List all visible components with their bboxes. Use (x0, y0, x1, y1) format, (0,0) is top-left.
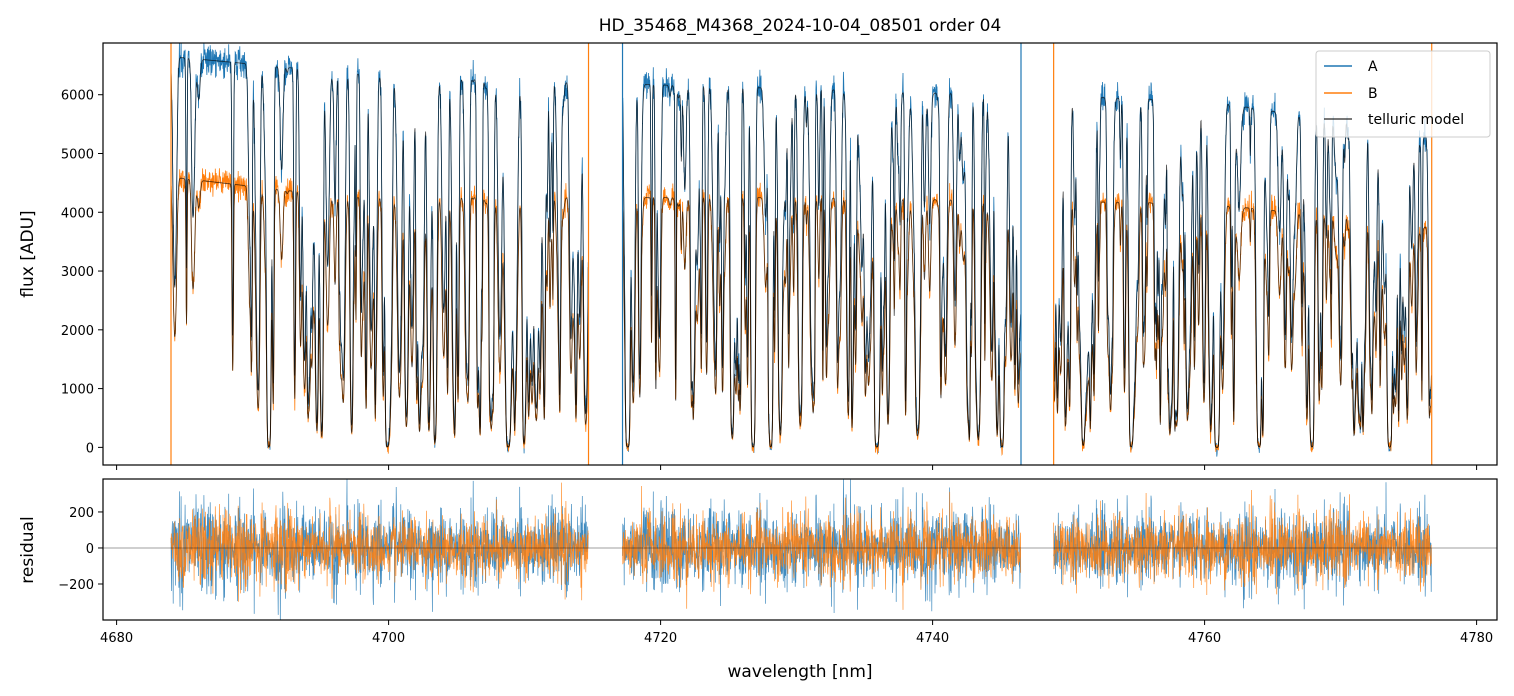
legend-label-telluric: telluric model (1368, 112, 1464, 128)
telluric-model-a-line (622, 84, 1022, 448)
chart-title: HD_35468_M4368_2024-10-04_08501 order 04 (599, 16, 1002, 36)
telluric-model-b-line (170, 177, 589, 448)
legend-label-b: B (1368, 86, 1378, 102)
legend-box (1315, 50, 1491, 138)
telluric-model-b-line (1053, 201, 1432, 448)
legend: A B telluric model (1315, 50, 1491, 138)
residual-b-line (170, 482, 589, 602)
flux-y-tick-label: 2000 (61, 324, 94, 339)
flux-y-tick-label: 1000 (61, 383, 94, 398)
x-tick-label: 4780 (1460, 631, 1493, 646)
x-tick-label: 4700 (372, 631, 405, 646)
telluric-model-a-line (170, 56, 589, 448)
residual-panel (103, 479, 1497, 620)
residual-y-tick-label: −200 (58, 578, 94, 593)
telluric-model-b-line (622, 197, 1022, 448)
x-tick-label: 4760 (1188, 631, 1221, 646)
residual-b-line (1053, 489, 1432, 596)
x-axis-label: wavelength [nm] (727, 662, 872, 682)
residual-y-tick-label: 0 (86, 542, 94, 557)
flux-y-tick-label: 0 (86, 441, 94, 456)
flux-panel (170, 43, 1433, 465)
axes: 4680 4700 4720 4740 4760 47800100020003000400… (58, 42, 1498, 646)
residual-b-line (622, 485, 1022, 610)
top-y-axis-label: flux [ADU] (18, 210, 38, 297)
telluric-model-a-line (1053, 97, 1432, 448)
flux-y-tick-label: 5000 (61, 147, 94, 162)
residual-y-tick-label: 200 (69, 506, 94, 521)
residual-panel-frame (102, 478, 1498, 621)
flux-y-tick-label: 4000 (61, 206, 94, 221)
flux-panel-frame (102, 42, 1498, 466)
legend-label-a: A (1368, 59, 1378, 75)
flux-y-tick-label: 3000 (61, 265, 94, 280)
x-tick-label: 4740 (916, 631, 949, 646)
flux-y-tick-label: 6000 (61, 89, 94, 104)
bottom-y-axis-label: residual (18, 516, 38, 583)
x-tick-label: 4720 (644, 631, 677, 646)
x-tick-label: 4680 (100, 631, 133, 646)
